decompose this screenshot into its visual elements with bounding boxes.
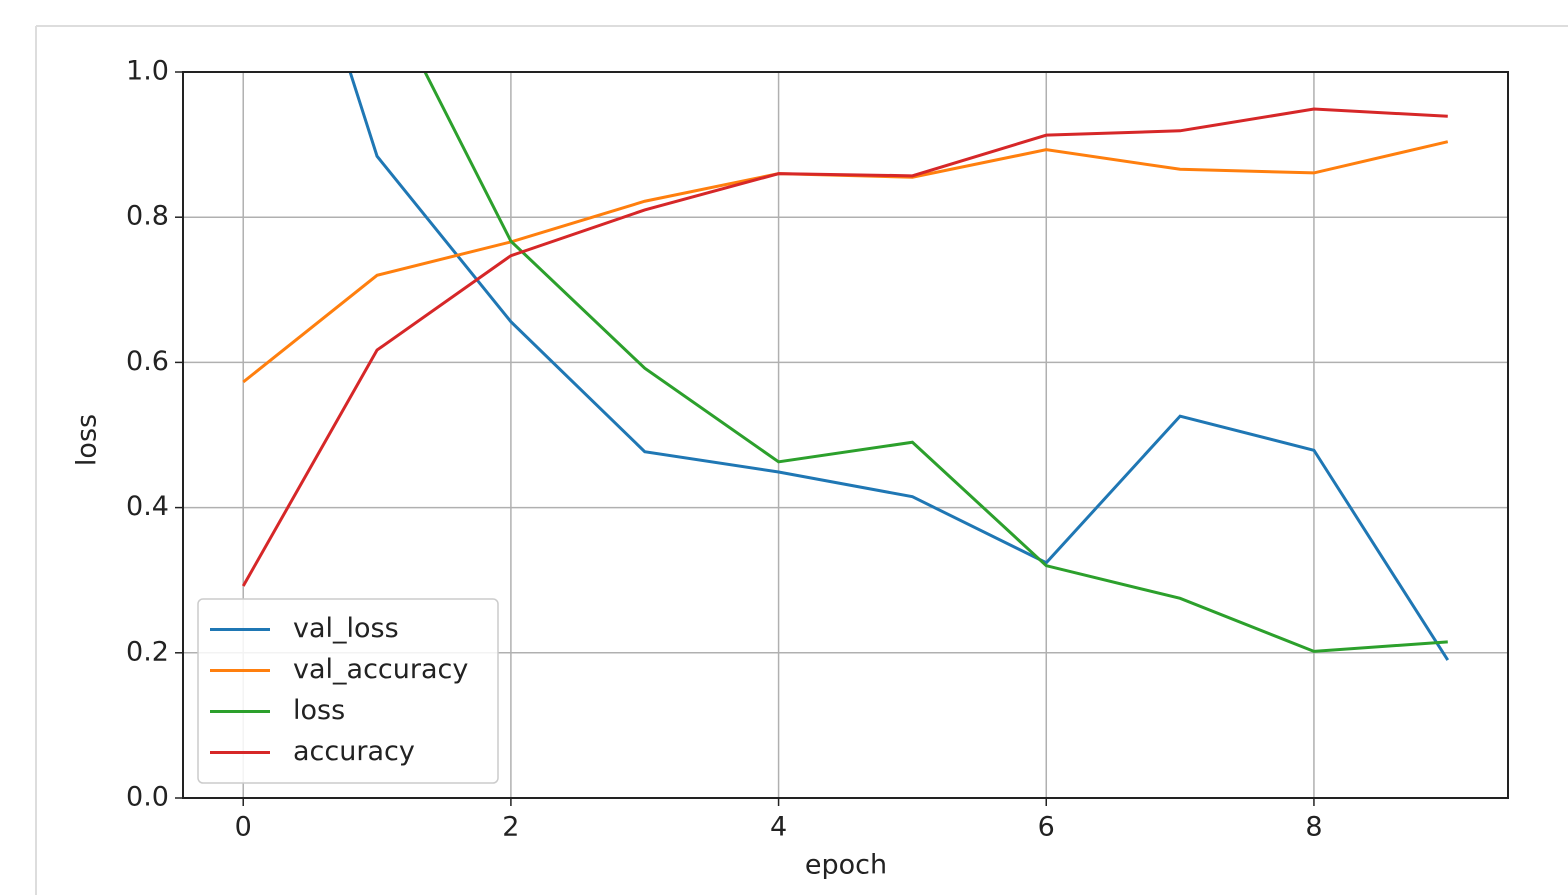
- y-tick-label: 0.2: [126, 636, 169, 667]
- line: [348, 72, 1450, 661]
- x-tick-label: 6: [1038, 812, 1055, 843]
- legend-box: [197, 598, 499, 784]
- y-axis-label: loss: [72, 414, 103, 466]
- y-tick-label: 0.0: [126, 782, 169, 813]
- y-tick-label: 0.8: [126, 201, 169, 232]
- plot-lines: [241, 72, 1450, 661]
- x-tick-label: 2: [502, 812, 519, 843]
- legend-label: accuracy: [293, 736, 415, 767]
- legend-label: val_loss: [293, 613, 399, 644]
- y-tick-label: 1.0: [126, 56, 169, 87]
- x-tick-label: 0: [235, 812, 252, 843]
- line: [423, 72, 1448, 653]
- y-tick-label: 0.4: [126, 491, 169, 522]
- legend-label: loss: [293, 695, 345, 726]
- legend-label: val_accuracy: [293, 654, 468, 685]
- y-tick-label: 0.6: [126, 346, 169, 377]
- x-tick-label: 4: [770, 812, 787, 843]
- x-tick-label: 8: [1305, 812, 1322, 843]
- x-axis-label: epoch: [805, 850, 887, 881]
- plot-frame: [182, 71, 1509, 799]
- line: [242, 140, 1449, 384]
- line: [241, 107, 1448, 587]
